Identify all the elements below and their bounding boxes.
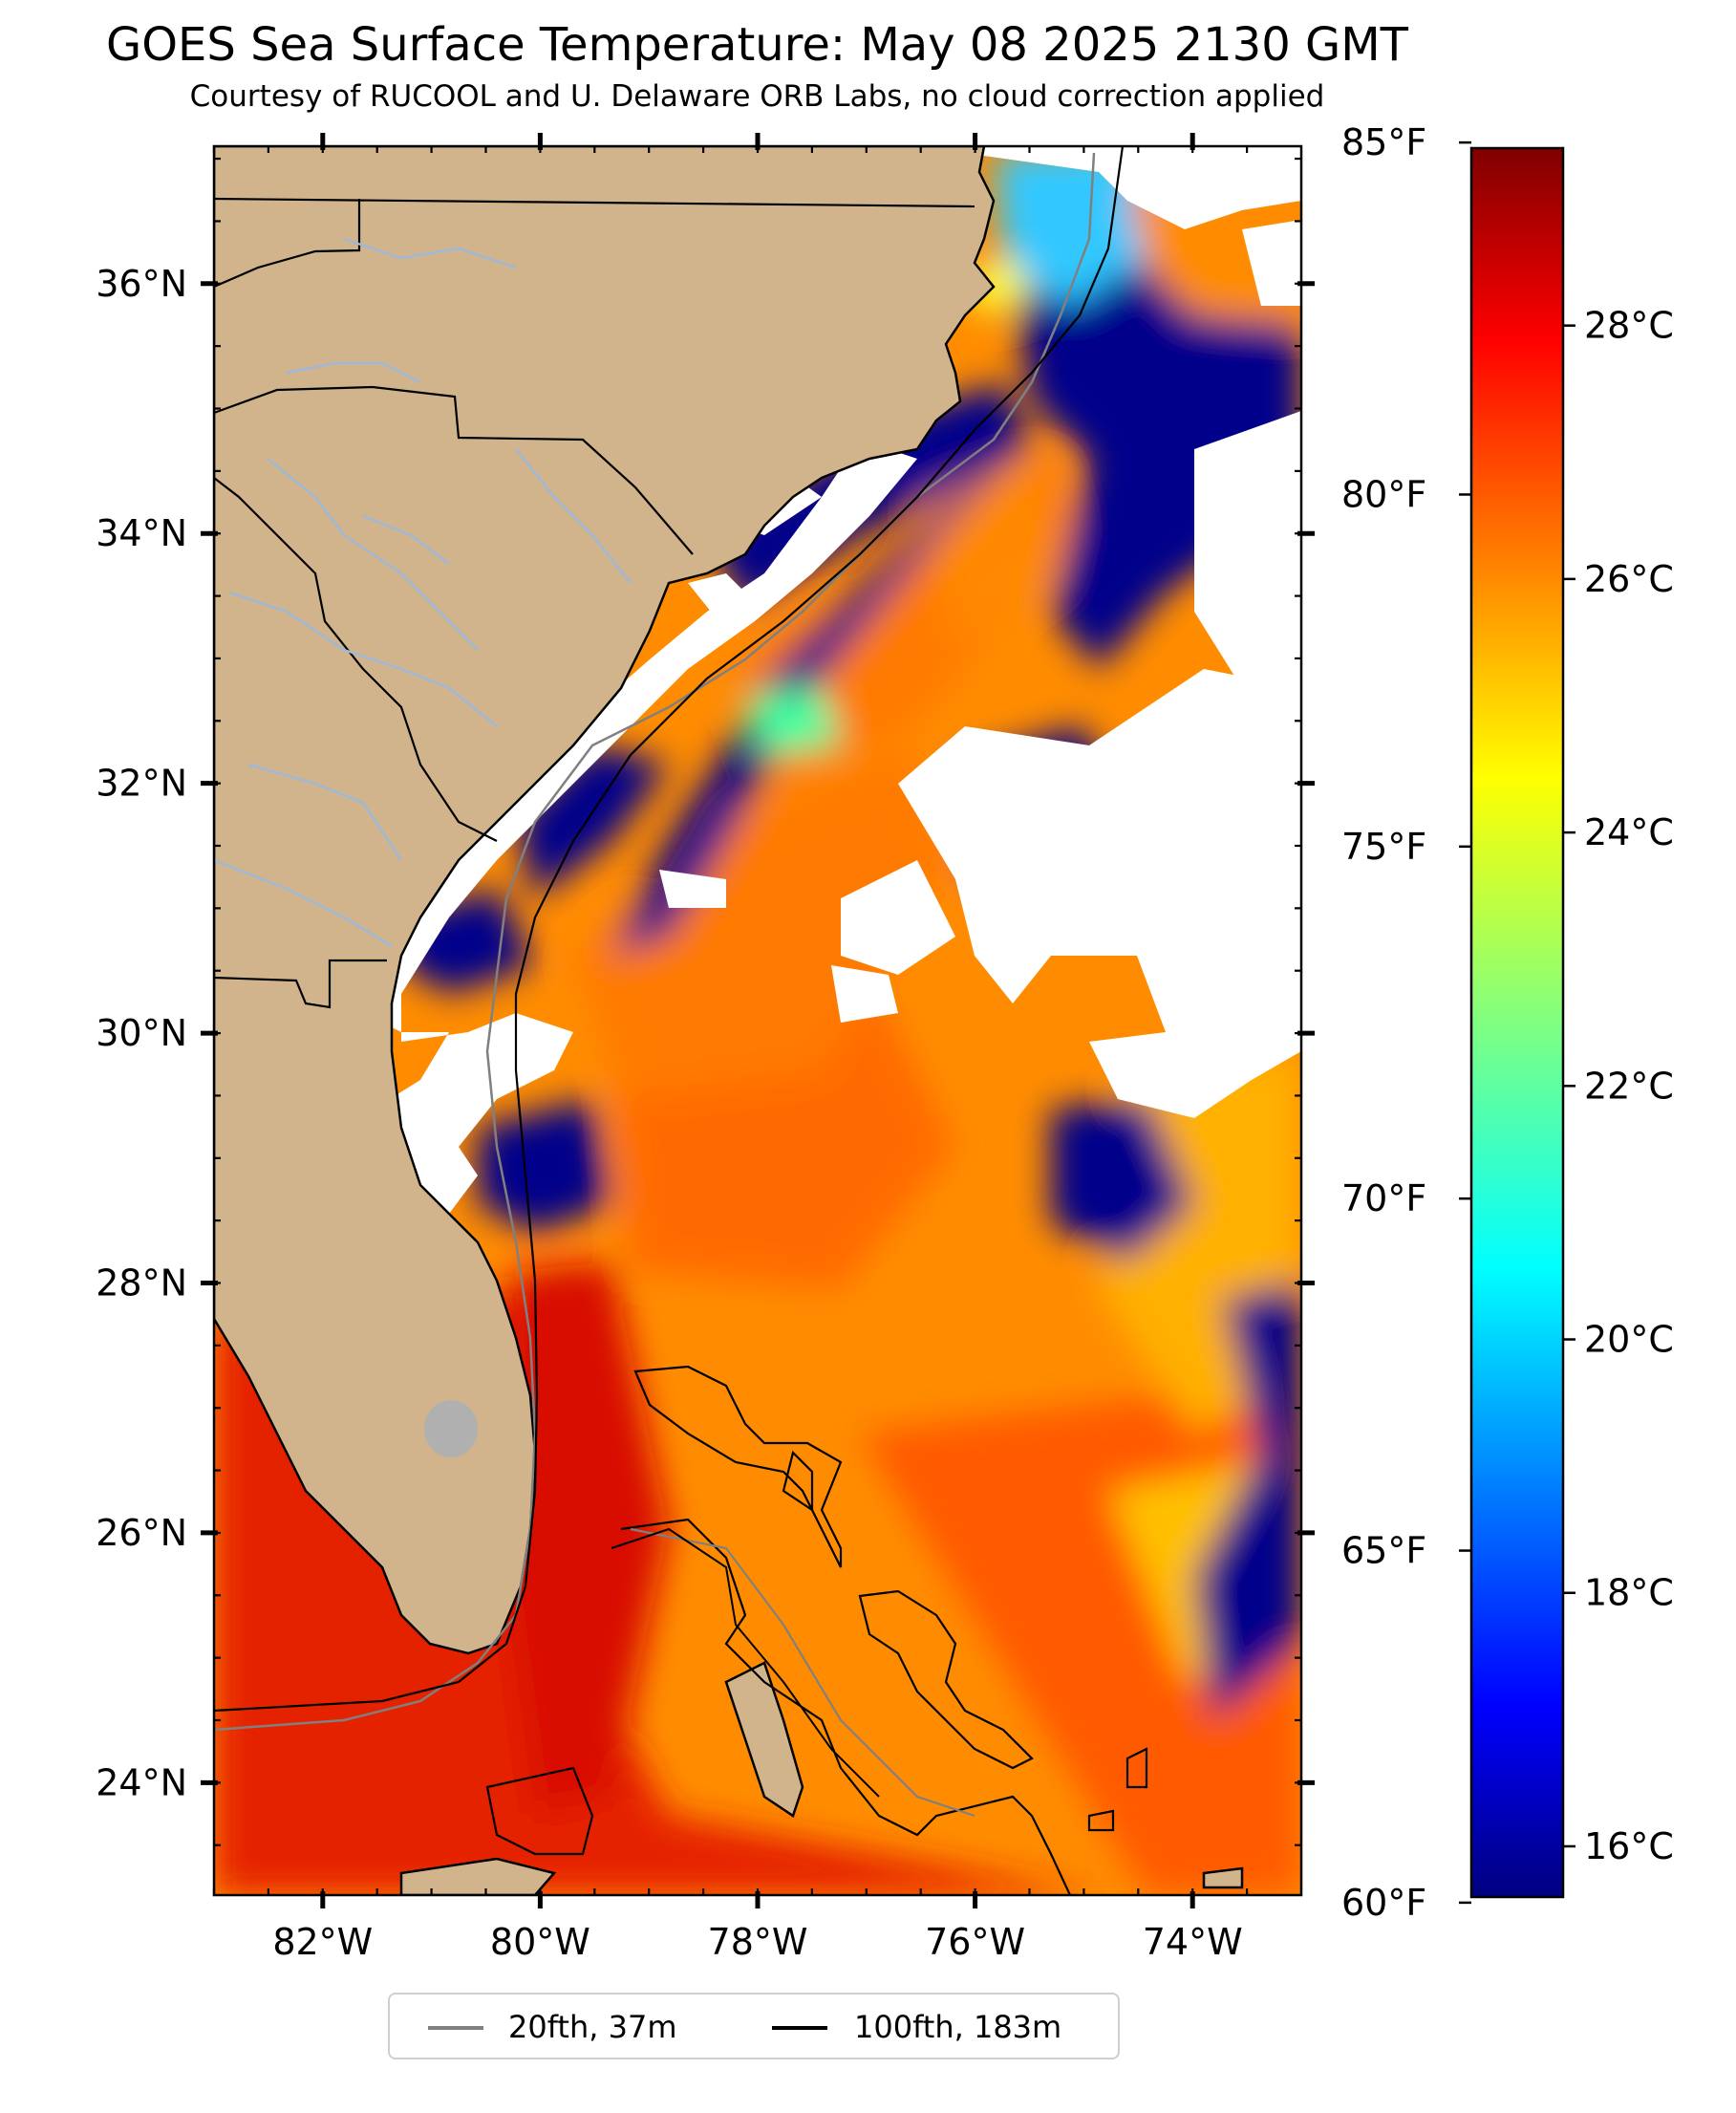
map-area [214,146,1301,1895]
contour-100fth [214,146,1125,1713]
bahamas-coastlines [485,1365,1148,1895]
lon-tick-label: 74°W [1143,1921,1243,1963]
fahrenheit-tick-label: 60°F [1341,1882,1426,1924]
lat-tick-label: 32°N [96,763,187,805]
celsius-tick-label: 18°C [1584,1572,1674,1614]
fahrenheit-tick-label: 80°F [1341,473,1426,515]
lon-tick-label: 80°W [490,1921,590,1963]
celsius-tick-label: 20°C [1584,1319,1674,1361]
map-title: GOES Sea Surface Temperature: May 08 202… [106,18,1408,72]
celsius-tick-label: 16°C [1584,1825,1674,1867]
lake-okeechobee [424,1400,478,1457]
fahrenheit-tick-label: 70°F [1341,1177,1426,1219]
sst-color-field [214,146,1301,1895]
celsius-tick-label: 26°C [1584,558,1674,600]
fahrenheit-tick-label: 65°F [1341,1530,1426,1572]
lat-tick-label: 24°N [96,1761,187,1803]
fahrenheit-tick-label: 75°F [1341,826,1426,868]
lat-tick-label: 36°N [96,263,187,305]
lat-tick-label: 30°N [96,1012,187,1054]
cloud-mask [239,146,1301,1242]
us-mainland [214,146,996,1655]
legend-label-20fth: 20fth, 37m [508,2009,677,2045]
legend-swatch-100fth [772,2026,827,2030]
rivers [214,237,632,948]
lon-tick-label: 78°W [708,1921,808,1963]
legend-label-100fth: 100fth, 183m [854,2009,1062,2045]
islands [399,1661,1244,1895]
colorbar-ticks: 16°C 18°C 20°C 22°C 24°C 26°C 28°C 60°F 65°F 70°F… [1341,121,1674,1924]
celsius-tick-label: 28°C [1584,305,1674,347]
bathymetry-contours [214,146,1125,1818]
celsius-tick-label: 22°C [1584,1065,1674,1107]
celsius-tick-label: 24°C [1584,811,1674,853]
map-subtitle: Courtesy of RUCOOL and U. Delaware ORB L… [189,79,1325,114]
colorbar [1469,146,1565,1899]
legend: 20fth, 37m 100fth, 183m [388,1993,1120,2059]
state-boundaries [214,197,975,1009]
lat-tick-label: 28°N [96,1262,187,1304]
lat-tick-label: 34°N [96,512,187,554]
lon-tick-label: 82°W [272,1921,373,1963]
map-ticks: 82°W 80°W 78°W 76°W 74°W 36°N 34°N 32°N 30°N 28°N… [96,133,1315,1963]
legend-swatch-20fth [428,2026,483,2030]
lat-tick-label: 26°N [96,1512,187,1554]
fahrenheit-tick-label: 85°F [1341,121,1426,163]
lon-tick-label: 76°W [925,1921,1025,1963]
